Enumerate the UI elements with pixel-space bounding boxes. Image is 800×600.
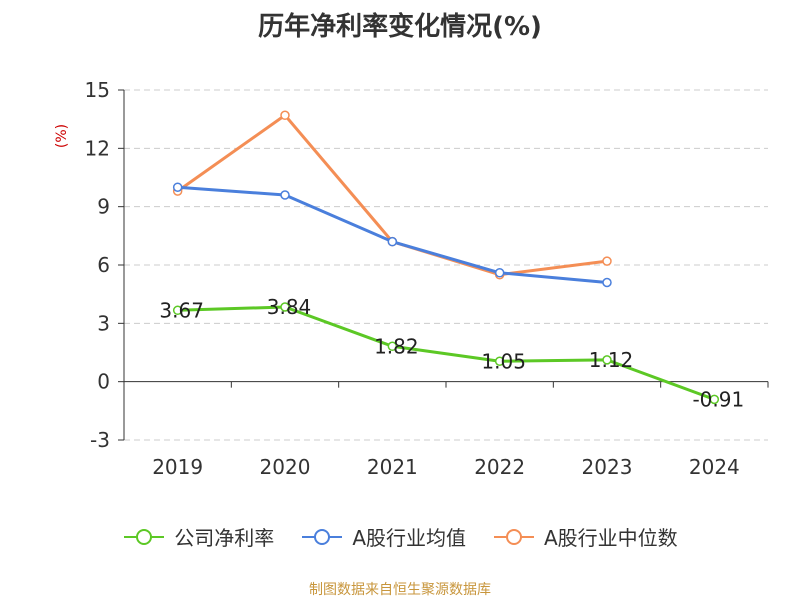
data-point — [280, 110, 290, 121]
y-tick-label: 15 — [85, 78, 110, 102]
data-label: 1.12 — [589, 348, 634, 372]
legend-item-industry-median[interactable]: A股行业中位数 — [492, 522, 678, 551]
x-tick-label: 2021 — [367, 455, 418, 479]
legend-swatch-industry-mean-icon — [302, 528, 343, 545]
series-line — [177, 305, 715, 401]
data-point — [172, 182, 183, 192]
x-tick-label: 2020 — [260, 455, 311, 479]
data-label: 1.05 — [481, 349, 526, 373]
data-point — [387, 236, 398, 247]
data-point — [602, 355, 612, 365]
y-tick-label: 3 — [97, 311, 110, 335]
legend-swatch-company-icon — [124, 528, 165, 545]
data-point — [280, 190, 290, 200]
x-tick-label: 2023 — [582, 455, 633, 479]
x-tick-label: 2019 — [152, 455, 203, 479]
legend-swatch-industry-median-icon — [494, 528, 534, 545]
data-point — [602, 277, 612, 288]
y-tick-label: 9 — [97, 195, 110, 219]
x-tick-label: 2024 — [689, 455, 740, 479]
y-tick-label: 0 — [97, 370, 110, 394]
data-point — [494, 268, 505, 278]
y-tick-label: -3 — [90, 428, 110, 452]
legend-label-company: 公司净利率 — [174, 526, 275, 550]
legend-label-industry-mean: A股行业均值 — [352, 526, 466, 550]
legend: 公司净利率 A股行业均值 A股行业中位数 — [0, 522, 800, 551]
chart-title: 历年净利率变化情况(%) — [258, 12, 542, 42]
legend-label-industry-median: A股行业中位数 — [544, 526, 678, 550]
y-tick-label: 12 — [85, 136, 110, 160]
data-point — [280, 302, 290, 312]
data-point — [709, 394, 720, 405]
x-tick-label: 2022 — [474, 455, 525, 479]
data-point — [494, 356, 505, 366]
series-line — [176, 113, 608, 277]
legend-item-industry-mean[interactable]: A股行业均值 — [300, 522, 466, 551]
data-label: 1.82 — [374, 334, 419, 358]
data-point — [602, 256, 612, 266]
data-source-note: 制图数据来自恒生聚源数据库 — [309, 582, 491, 598]
data-point — [387, 341, 398, 352]
data-label: 3.67 — [159, 298, 204, 322]
line-chart: -3 0 3 6 9 12 15 2019 2020 2021 2022 2023 2024 3.67 3.… — [85, 78, 769, 479]
data-label: 3.84 — [267, 295, 312, 319]
legend-item-company[interactable]: 公司净利率 — [122, 522, 274, 551]
y-tick-label: 6 — [97, 253, 110, 277]
data-point — [172, 305, 183, 316]
data-label: -0.91 — [692, 387, 744, 411]
